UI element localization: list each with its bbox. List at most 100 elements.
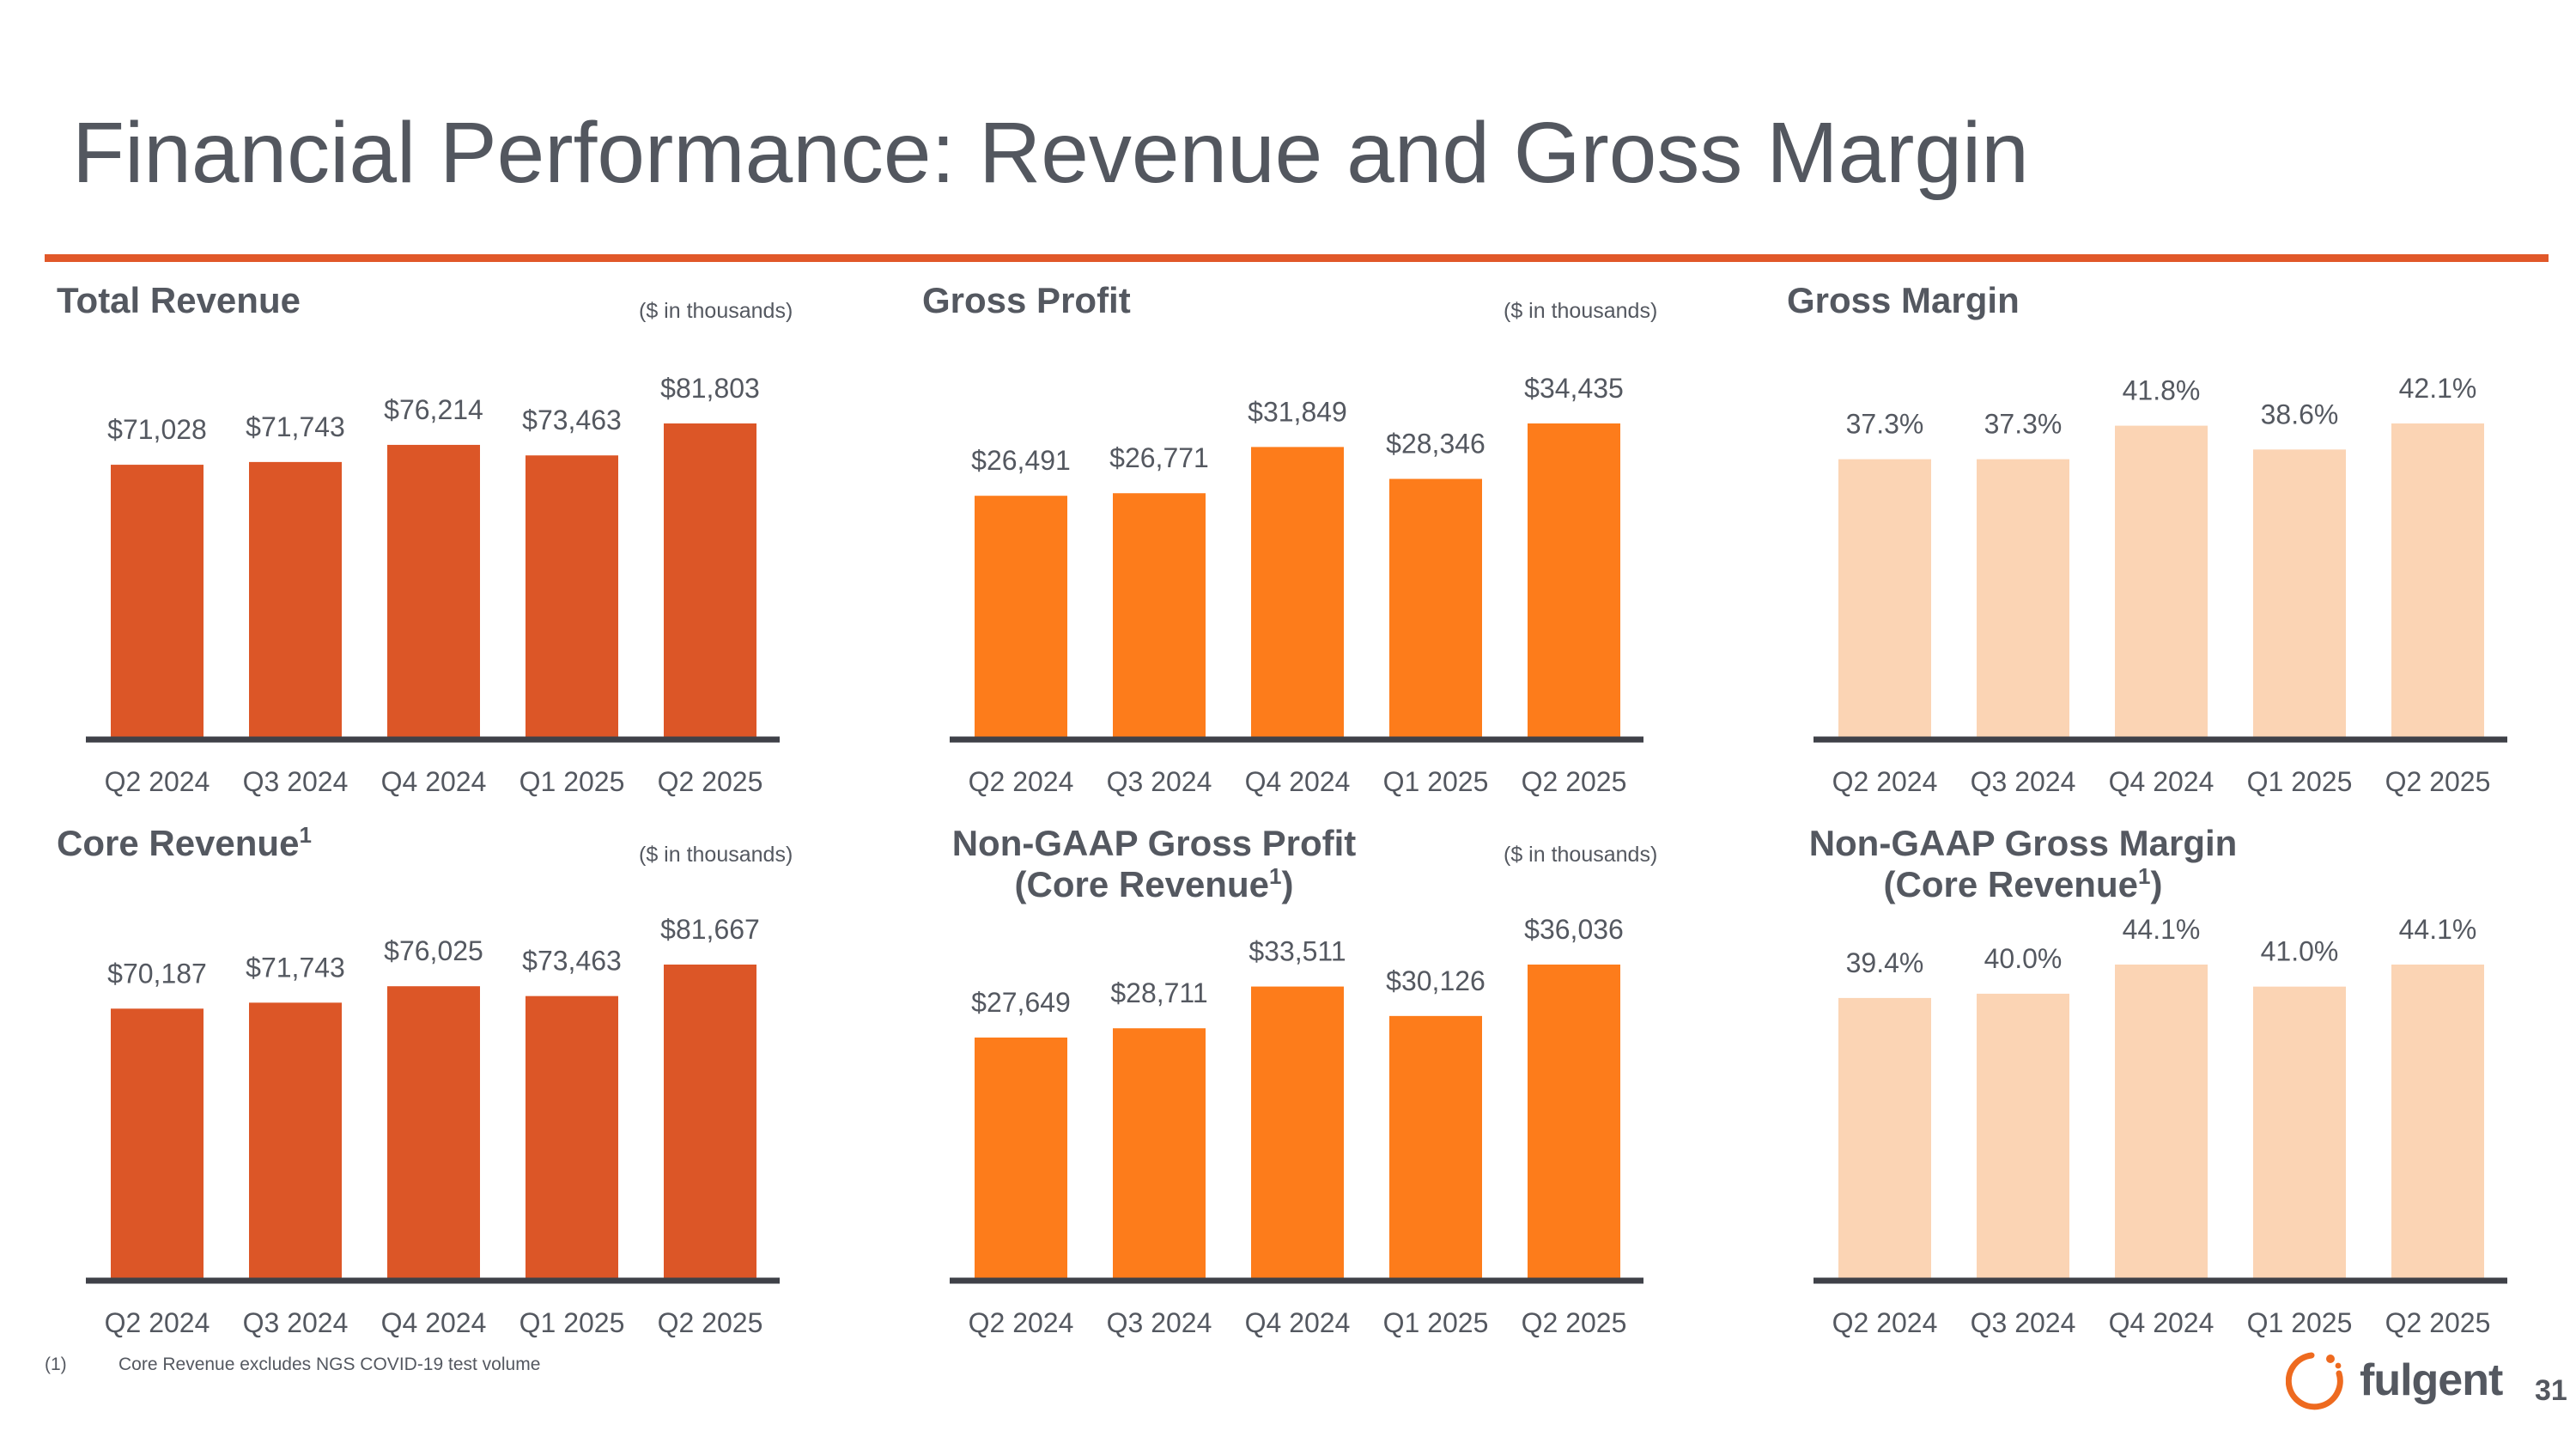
core-revenue-value-label-1: $70,187 (107, 958, 207, 989)
non-gaap-gross-profit-chart: $27,649 Q2 2024 $28,711 Q3 2024 $33,511 Q4 20… (950, 914, 1643, 1338)
gross-profit-value-label-2: $26,771 (1109, 442, 1209, 473)
core-revenue-category-label-4: Q1 2025 (519, 1307, 625, 1338)
non-gaap-gross-margin-value-label-4: 41.0% (2261, 936, 2339, 967)
gross-margin-category-label-3: Q4 2024 (2109, 766, 2215, 797)
fulgent-logo-dot-small (2335, 1362, 2342, 1369)
non-gaap-gross-profit-title: Non-GAAP Gross Profit (Core Revenue1) (918, 823, 1390, 905)
core-revenue-chart: $70,187 Q2 2024 $71,743 Q3 2024 $76,025 Q4 20… (86, 914, 780, 1338)
core-revenue-category-label-1: Q2 2024 (105, 1307, 210, 1338)
gross-margin-value-label-4: 38.6% (2261, 399, 2339, 429)
footnote-text: Core Revenue excludes NGS COVID-19 test … (118, 1355, 541, 1374)
non-gaap-gross-profit-value-label-2: $28,711 (1110, 977, 1207, 1008)
non-gaap-gross-margin-category-label-4: Q1 2025 (2247, 1307, 2353, 1338)
gross-profit-value-label-4: $28,346 (1386, 429, 1485, 460)
non-gaap-gross-profit-unit-note: ($ in thousands) (1504, 843, 1658, 867)
core-revenue-value-label-5: $81,667 (660, 914, 760, 945)
gross-margin-value-label-2: 37.3% (1984, 409, 2063, 440)
gross-margin-value-label-5: 42.1% (2399, 373, 2477, 404)
total-revenue-value-label-1: $71,028 (107, 414, 207, 445)
core-revenue-category-label-2: Q3 2024 (243, 1307, 349, 1338)
gross-margin-value-label-3: 41.8% (2123, 375, 2201, 406)
gross-profit-category-label-3: Q4 2024 (1245, 766, 1351, 797)
non-gaap-gross-margin-chart: 39.4% Q2 2024 40.0% Q3 2024 44.1% Q4 2024 41.0… (1814, 914, 2507, 1338)
non-gaap-gross-margin-category-label-3: Q4 2024 (2109, 1307, 2215, 1338)
gross-profit-bar-4 (1389, 478, 1482, 737)
total-revenue-bar-5 (664, 423, 756, 737)
non-gaap-gross-profit-value-label-5: $36,036 (1524, 914, 1624, 945)
non-gaap-gross-profit-bar-1 (975, 1037, 1067, 1278)
non-gaap-gross-profit-footnote-ref: 1 (1268, 863, 1282, 889)
fulgent-logo-icon (2286, 1352, 2343, 1410)
non-gaap-gross-profit-bar-5 (1528, 965, 1620, 1278)
non-gaap-gross-margin-bar-2 (1977, 993, 2069, 1278)
core-revenue-value-label-3: $76,025 (384, 935, 483, 966)
total-revenue-category-label-1: Q2 2024 (105, 766, 210, 797)
gross-margin-chart: 37.3% Q2 2024 37.3% Q3 2024 41.8% Q4 2024 38.6… (1814, 373, 2507, 797)
non-gaap-gross-profit-title-line2: (Core Revenue (1014, 864, 1269, 904)
non-gaap-gross-margin-title: Non-GAAP Gross Margin (Core Revenue1) (1783, 823, 2263, 905)
total-revenue-title: Total Revenue (57, 280, 301, 320)
non-gaap-gross-margin-value-label-5: 44.1% (2399, 914, 2477, 945)
total-revenue-value-label-2: $71,743 (246, 411, 345, 442)
core-revenue-value-label-4: $73,463 (522, 946, 622, 977)
footnote-marker: (1) (45, 1355, 67, 1374)
non-gaap-gross-margin-category-label-5: Q2 2025 (2385, 1307, 2491, 1338)
total-revenue-category-label-5: Q2 2025 (658, 766, 763, 797)
gross-profit-bar-5 (1528, 423, 1620, 737)
non-gaap-gross-margin-value-label-2: 40.0% (1984, 943, 2063, 974)
gross-margin-bar-2 (1977, 459, 2069, 737)
gross-profit-category-label-5: Q2 2025 (1522, 766, 1627, 797)
total-revenue-chart: $71,028 Q2 2024 $71,743 Q3 2024 $76,214 Q4 20… (86, 373, 780, 797)
core-revenue-bar-4 (526, 995, 618, 1278)
gross-margin-title: Gross Margin (1787, 280, 2020, 320)
non-gaap-gross-profit-title-line1: Non-GAAP Gross Profit (951, 823, 1357, 863)
non-gaap-gross-profit-category-label-1: Q2 2024 (969, 1307, 1074, 1338)
fulgent-logo: fulgent (2286, 1352, 2504, 1410)
title-divider (45, 254, 2549, 262)
core-revenue-category-label-5: Q2 2025 (658, 1307, 763, 1338)
non-gaap-gross-margin-category-label-2: Q3 2024 (1971, 1307, 2076, 1338)
gross-profit-category-label-2: Q3 2024 (1107, 766, 1212, 797)
total-revenue-category-label-3: Q4 2024 (381, 766, 487, 797)
gross-profit-value-label-1: $26,491 (971, 445, 1071, 476)
gross-margin-bar-1 (1838, 459, 1931, 737)
non-gaap-gross-margin-footnote-ref: 1 (2137, 863, 2151, 889)
gross-margin-category-label-1: Q2 2024 (1832, 766, 1938, 797)
non-gaap-gross-margin-value-label-3: 44.1% (2123, 914, 2201, 945)
non-gaap-gross-profit-category-label-2: Q3 2024 (1107, 1307, 1212, 1338)
non-gaap-gross-profit-category-label-4: Q1 2025 (1383, 1307, 1489, 1338)
total-revenue-bar-1 (111, 465, 204, 737)
total-revenue-bar-2 (249, 461, 342, 737)
gross-profit-bar-3 (1251, 447, 1344, 737)
gross-margin-bar-5 (2391, 423, 2484, 737)
page-number: 31 (2535, 1374, 2567, 1407)
gross-margin-category-label-5: Q2 2025 (2385, 766, 2491, 797)
total-revenue-bar-4 (526, 455, 618, 737)
non-gaap-gross-margin-bar-4 (2253, 986, 2346, 1278)
gross-profit-value-label-3: $31,849 (1248, 396, 1347, 427)
gross-margin-bar-3 (2115, 425, 2208, 737)
non-gaap-gross-profit-bar-2 (1113, 1028, 1206, 1278)
non-gaap-gross-margin-bar-1 (1838, 997, 1931, 1278)
page-title: Financial Performance: Revenue and Gross… (72, 105, 2029, 201)
non-gaap-gross-margin-value-label-1: 39.4% (1846, 947, 1924, 978)
gross-profit-category-label-1: Q2 2024 (969, 766, 1074, 797)
non-gaap-gross-margin-bar-5 (2391, 965, 2484, 1278)
non-gaap-gross-profit-category-label-5: Q2 2025 (1522, 1307, 1627, 1338)
gross-profit-title: Gross Profit (922, 280, 1131, 320)
fulgent-logo-dot (2326, 1355, 2335, 1363)
core-revenue-category-label-3: Q4 2024 (381, 1307, 487, 1338)
gross-profit-category-label-4: Q1 2025 (1383, 766, 1489, 797)
gross-margin-value-label-1: 37.3% (1846, 409, 1924, 440)
gross-margin-category-label-4: Q1 2025 (2247, 766, 2353, 797)
total-revenue-value-label-5: $81,803 (660, 373, 760, 404)
core-revenue-title: Core Revenue1 (57, 823, 312, 864)
non-gaap-gross-profit-value-label-3: $33,511 (1249, 936, 1346, 967)
non-gaap-gross-profit-value-label-4: $30,126 (1386, 965, 1485, 996)
non-gaap-gross-profit-value-label-1: $27,649 (971, 987, 1071, 1018)
non-gaap-gross-profit-bar-4 (1389, 1015, 1482, 1278)
core-revenue-bar-1 (111, 1008, 204, 1278)
core-revenue-unit-note: ($ in thousands) (639, 843, 793, 867)
total-revenue-category-label-4: Q1 2025 (519, 766, 625, 797)
total-revenue-unit-note: ($ in thousands) (639, 299, 793, 323)
